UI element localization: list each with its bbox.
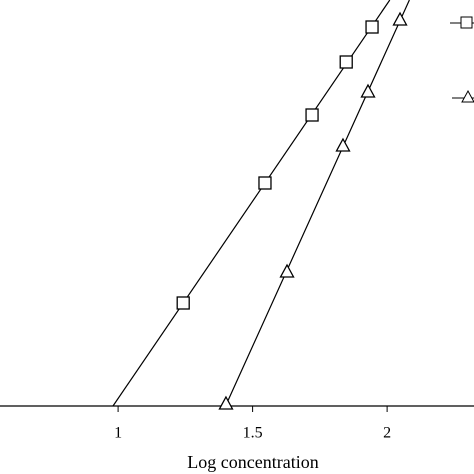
marker [365, 20, 379, 34]
marker [218, 395, 234, 410]
legend-marker [461, 89, 474, 103]
marker [392, 11, 408, 26]
x-axis-label: Log concentration [187, 452, 318, 472]
marker [305, 108, 319, 122]
legend-marker [460, 16, 473, 29]
x-tick-label: 1 [114, 425, 122, 442]
x-tick-label: 1.5 [243, 425, 263, 442]
marker [335, 137, 351, 152]
legend [450, 16, 474, 103]
marker [360, 83, 376, 98]
marker [339, 55, 353, 69]
marker [176, 296, 190, 310]
fit-line [225, 0, 410, 407]
marker [279, 263, 295, 278]
x-tick-label: 2 [383, 425, 391, 442]
marker [258, 176, 272, 190]
